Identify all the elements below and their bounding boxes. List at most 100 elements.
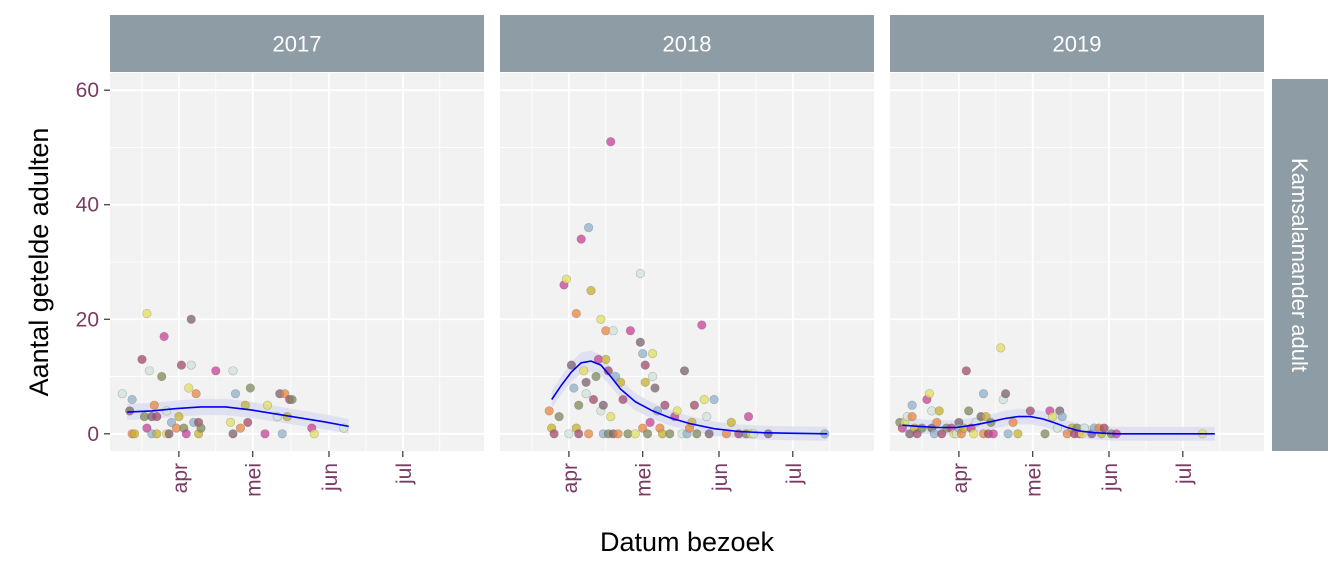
data-point: [704, 429, 714, 439]
data-point: [618, 394, 628, 405]
data-point: [125, 406, 135, 416]
data-point: [596, 314, 606, 324]
x-tick-label: apr: [559, 463, 582, 493]
data-point: [937, 429, 947, 439]
row-strip-label: Kamsalamander adult: [1287, 158, 1312, 372]
data-point: [601, 354, 611, 365]
data-point: [186, 314, 196, 324]
data-point: [988, 429, 998, 439]
data-point: [228, 429, 238, 439]
data-point: [1079, 423, 1089, 433]
data-point: [907, 412, 917, 422]
facet-strip-label: 2018: [663, 32, 712, 57]
data-point: [697, 320, 707, 330]
data-point: [157, 371, 167, 382]
data-point: [1013, 429, 1023, 439]
data-point: [598, 400, 608, 410]
data-point: [166, 417, 177, 428]
data-point: [665, 429, 675, 439]
data-point: [245, 383, 255, 393]
data-point: [211, 366, 221, 376]
data-point: [149, 400, 159, 410]
data-point: [1008, 417, 1018, 428]
data-point: [625, 326, 636, 336]
data-point: [642, 429, 653, 439]
data-point: [996, 343, 1006, 353]
data-point: [144, 366, 154, 376]
data-point: [260, 429, 270, 439]
data-point: [638, 423, 648, 433]
data-point: [699, 394, 709, 405]
x-tick-label: jun: [319, 463, 342, 492]
data-point: [1000, 389, 1011, 399]
data-point: [569, 383, 579, 393]
data-point: [1025, 406, 1035, 416]
data-point: [763, 429, 773, 439]
data-point: [162, 406, 172, 416]
x-tick-label: jul: [783, 463, 806, 485]
data-point: [591, 371, 601, 382]
data-point: [1099, 423, 1109, 433]
data-point: [174, 412, 184, 422]
x-tick-label: apr: [169, 463, 192, 493]
smooth-line: [551, 360, 828, 435]
data-point: [549, 429, 559, 439]
data-point: [564, 429, 574, 439]
data-point: [912, 429, 922, 439]
data-point: [586, 286, 596, 296]
data-point: [917, 423, 927, 433]
data-point: [638, 349, 648, 359]
data-point: [709, 394, 719, 405]
data-point: [981, 412, 991, 422]
data-point: [969, 429, 979, 439]
row-strip: [1272, 79, 1328, 451]
data-point: [615, 377, 626, 387]
data-point: [726, 417, 736, 428]
y-axis-title: Aantal getelde adulten: [24, 128, 54, 397]
data-point: [176, 360, 186, 370]
data-point: [164, 429, 174, 439]
data-point: [574, 400, 584, 410]
data-point: [262, 400, 273, 410]
data-point: [964, 406, 974, 416]
data-point: [692, 429, 702, 439]
data-point: [581, 389, 591, 399]
facet-strip: [890, 15, 1264, 72]
data-point: [907, 400, 917, 410]
data-point: [924, 389, 935, 399]
data-point: [184, 383, 194, 393]
data-point: [603, 366, 613, 376]
data-point: [640, 377, 650, 387]
data-point: [579, 366, 589, 376]
data-point: [544, 406, 554, 416]
data-point: [287, 394, 297, 405]
data-point: [243, 417, 253, 428]
x-tick-label: mei: [1023, 463, 1046, 497]
data-point: [574, 429, 584, 439]
data-point: [142, 423, 152, 433]
data-point: [650, 383, 660, 393]
y-tick-label: 60: [76, 79, 99, 102]
y-tick-label: 40: [76, 194, 99, 217]
data-point: [932, 417, 942, 428]
data-point: [142, 308, 152, 319]
x-tick-label: apr: [949, 463, 972, 493]
x-axis-title: Datum bezoek: [600, 527, 775, 557]
data-point: [1047, 412, 1057, 422]
facet-panel-2018: 2018 apr mei jun jul: [500, 15, 874, 497]
data-point: [606, 137, 616, 147]
data-point: [630, 429, 640, 439]
smooth-line: [902, 415, 1215, 435]
data-point: [571, 308, 581, 319]
data-point: [127, 394, 137, 405]
data-point: [581, 377, 591, 387]
x-tick-label: mei: [243, 463, 266, 497]
data-point: [679, 366, 690, 376]
data-point: [230, 389, 241, 399]
facet-panel-2017: 2017 apr mei jun jul: [110, 15, 484, 497]
data-point: [588, 394, 599, 405]
data-point: [159, 331, 169, 342]
data-point: [196, 423, 206, 433]
data-point: [961, 366, 971, 376]
data-point: [576, 234, 586, 244]
